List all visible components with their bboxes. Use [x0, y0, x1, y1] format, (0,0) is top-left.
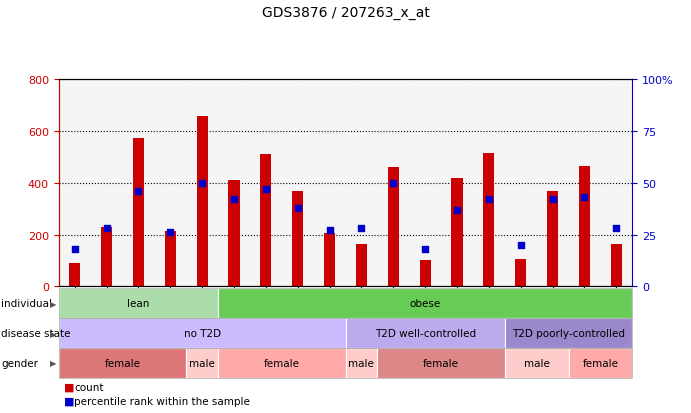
Bar [515, 259, 527, 287]
Text: count: count [74, 382, 104, 392]
Bar [196, 116, 208, 287]
Text: lean: lean [127, 299, 149, 309]
Text: ▶: ▶ [50, 329, 57, 338]
Text: ▶: ▶ [50, 358, 57, 368]
Bar [356, 244, 367, 287]
Text: disease state: disease state [1, 328, 71, 338]
Bar [133, 138, 144, 287]
Point [547, 197, 558, 203]
Bar [388, 168, 399, 287]
Text: ▶: ▶ [50, 299, 57, 308]
Text: GDS3876 / 207263_x_at: GDS3876 / 207263_x_at [262, 6, 429, 20]
Bar [101, 227, 112, 287]
Text: T2D well-controlled: T2D well-controlled [375, 328, 475, 338]
Text: female: female [104, 358, 140, 368]
Bar [229, 181, 240, 287]
Text: ■: ■ [64, 382, 75, 392]
Bar [292, 191, 303, 287]
Text: ■: ■ [64, 396, 75, 406]
Bar [164, 231, 176, 287]
Text: gender: gender [1, 358, 39, 368]
Point [229, 197, 240, 203]
Text: no T2D: no T2D [184, 328, 220, 338]
Text: male: male [189, 358, 215, 368]
Text: obese: obese [410, 299, 441, 309]
Text: T2D poorly-controlled: T2D poorly-controlled [512, 328, 625, 338]
Point [196, 180, 207, 187]
Text: female: female [423, 358, 459, 368]
Point [356, 225, 367, 232]
Text: percentile rank within the sample: percentile rank within the sample [74, 396, 250, 406]
Bar [451, 178, 462, 287]
Bar [579, 166, 590, 287]
Point [515, 242, 527, 249]
Point [388, 180, 399, 187]
Text: male: male [524, 358, 549, 368]
Point [164, 230, 176, 236]
Point [483, 197, 494, 203]
Point [324, 228, 335, 234]
Point [451, 207, 462, 214]
Point [611, 225, 622, 232]
Point [133, 188, 144, 195]
Bar [611, 244, 622, 287]
Point [292, 205, 303, 211]
Bar [69, 263, 80, 287]
Text: male: male [348, 358, 375, 368]
Bar [324, 234, 335, 287]
Bar [483, 154, 495, 287]
Text: female: female [583, 358, 618, 368]
Point [101, 225, 112, 232]
Bar [419, 261, 430, 287]
Point [579, 195, 590, 201]
Text: female: female [264, 358, 300, 368]
Point [419, 246, 430, 253]
Point [69, 246, 80, 253]
Bar [261, 155, 272, 287]
Bar [547, 191, 558, 287]
Point [261, 186, 272, 193]
Text: individual: individual [1, 299, 53, 309]
